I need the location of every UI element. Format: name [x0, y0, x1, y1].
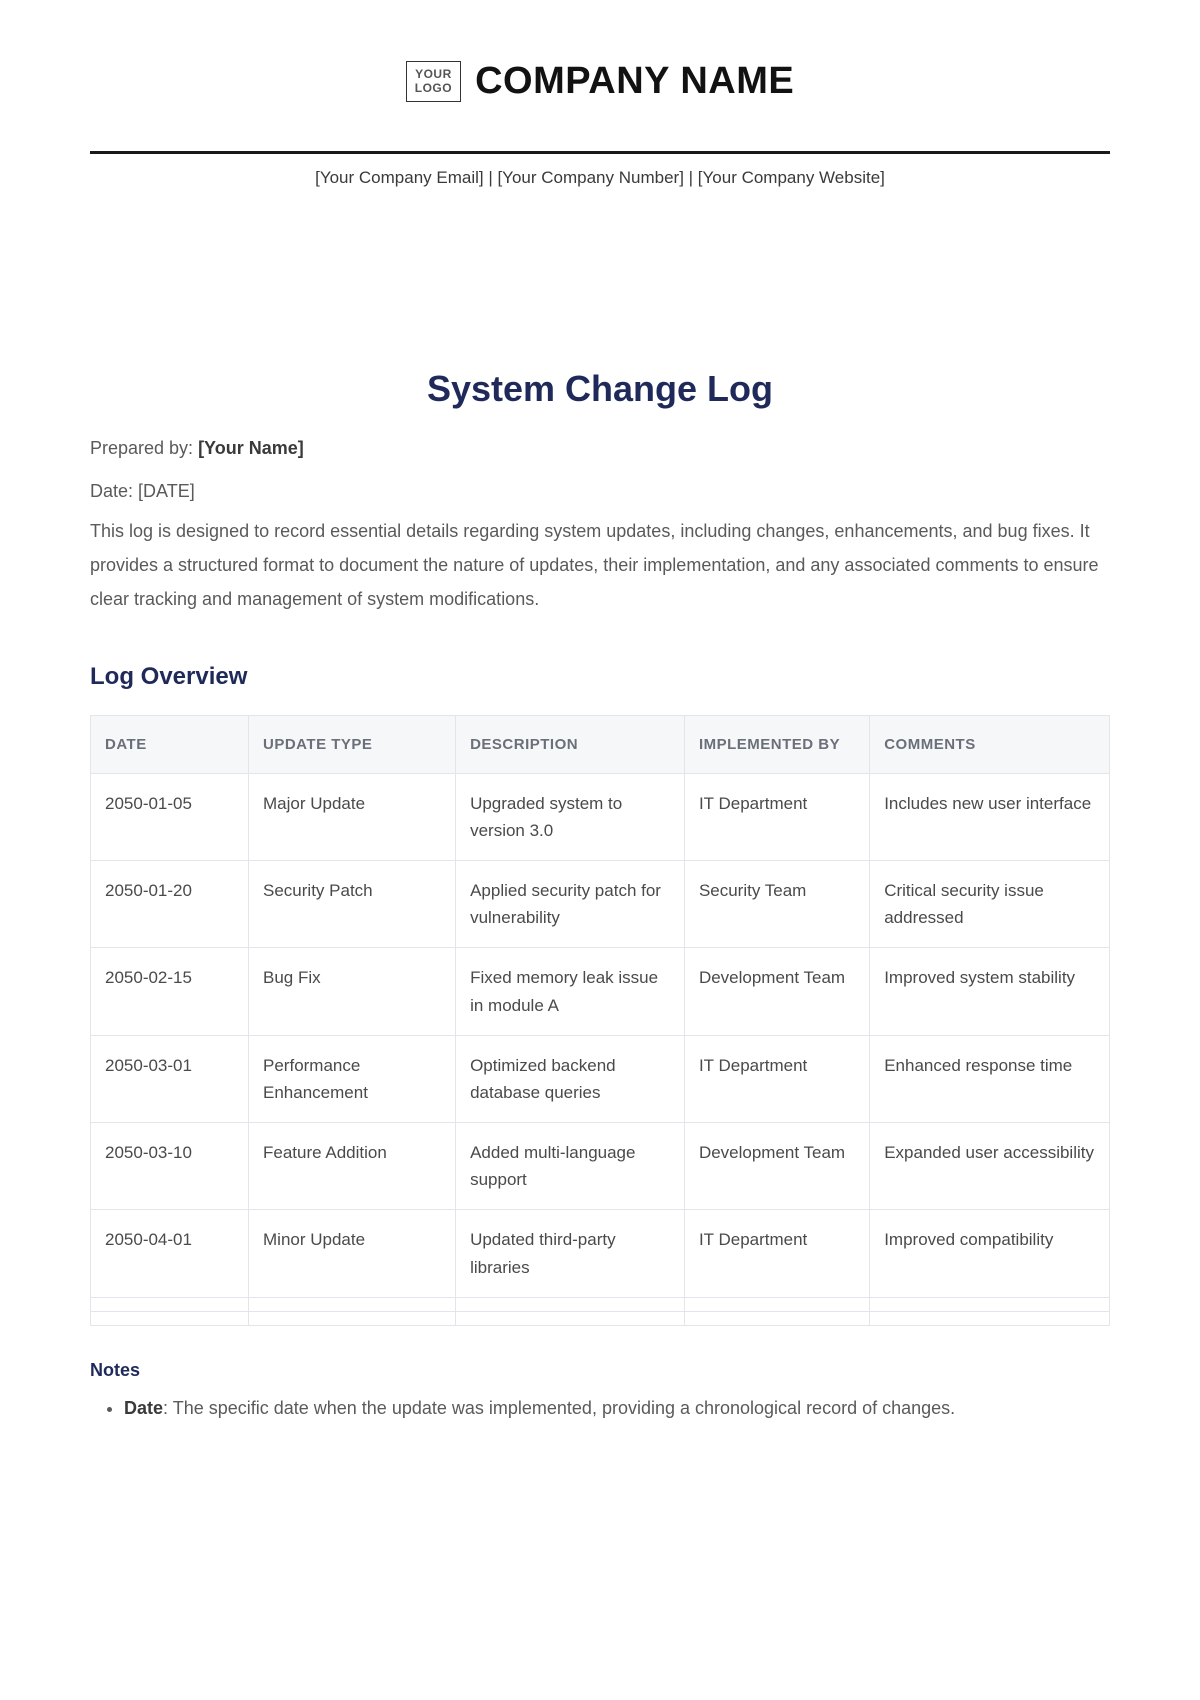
table-cell: Enhanced response time: [870, 1035, 1110, 1122]
table-cell: Development Team: [684, 1123, 869, 1210]
date-line: Date: [DATE]: [90, 481, 1110, 502]
table-cell: Improved system stability: [870, 948, 1110, 1035]
table-row: 2050-04-01Minor UpdateUpdated third-part…: [91, 1210, 1110, 1297]
table-cell: IT Department: [684, 773, 869, 860]
table-cell-empty: [456, 1311, 685, 1325]
prepared-by-label: Prepared by:: [90, 438, 198, 458]
table-cell: Upgraded system to version 3.0: [456, 773, 685, 860]
table-cell: Major Update: [249, 773, 456, 860]
table-cell: 2050-04-01: [91, 1210, 249, 1297]
change-log-table: DATE UPDATE TYPE DESCRIPTION IMPLEMENTED…: [90, 715, 1110, 1326]
table-cell: 2050-03-10: [91, 1123, 249, 1210]
table-row: 2050-03-01Performance EnhancementOptimiz…: [91, 1035, 1110, 1122]
date-value: [DATE]: [138, 481, 195, 501]
table-cell-empty: [870, 1297, 1110, 1311]
table-empty-row: [91, 1297, 1110, 1311]
table-row: 2050-01-20Security PatchApplied security…: [91, 860, 1110, 947]
table-body: 2050-01-05Major UpdateUpgraded system to…: [91, 773, 1110, 1325]
table-cell-empty: [456, 1297, 685, 1311]
col-comments: COMMENTS: [870, 715, 1110, 773]
notes-item: Date: The specific date when the update …: [124, 1391, 1110, 1425]
table-empty-row: [91, 1311, 1110, 1325]
table-cell: Optimized backend database queries: [456, 1035, 685, 1122]
table-row: 2050-01-05Major UpdateUpgraded system to…: [91, 773, 1110, 860]
table-cell-empty: [91, 1311, 249, 1325]
table-cell: Improved compatibility: [870, 1210, 1110, 1297]
letterhead: YOUR LOGO COMPANY NAME: [90, 60, 1110, 103]
table-cell: Updated third-party libraries: [456, 1210, 685, 1297]
notes-text: : The specific date when the update was …: [163, 1398, 955, 1418]
document-title: System Change Log: [90, 368, 1110, 410]
table-cell: 2050-03-01: [91, 1035, 249, 1122]
notes-list: Date: The specific date when the update …: [90, 1391, 1110, 1425]
intro-paragraph: This log is designed to record essential…: [90, 514, 1110, 617]
table-cell: Applied security patch for vulnerability: [456, 860, 685, 947]
table-cell: Development Team: [684, 948, 869, 1035]
table-cell: Feature Addition: [249, 1123, 456, 1210]
table-cell-empty: [91, 1297, 249, 1311]
table-cell: Bug Fix: [249, 948, 456, 1035]
notes-heading: Notes: [90, 1360, 1110, 1381]
page-container: YOUR LOGO COMPANY NAME [Your Company Ema…: [0, 0, 1200, 1465]
table-cell: Security Team: [684, 860, 869, 947]
table-cell: Includes new user interface: [870, 773, 1110, 860]
table-cell-empty: [684, 1297, 869, 1311]
col-implemented: IMPLEMENTED BY: [684, 715, 869, 773]
table-cell: IT Department: [684, 1210, 869, 1297]
prepared-by-value: [Your Name]: [198, 438, 304, 458]
table-cell: Added multi-language support: [456, 1123, 685, 1210]
table-cell: IT Department: [684, 1035, 869, 1122]
prepared-by-line: Prepared by: [Your Name]: [90, 438, 1110, 459]
table-cell-empty: [684, 1311, 869, 1325]
table-cell: Minor Update: [249, 1210, 456, 1297]
table-cell: Performance Enhancement: [249, 1035, 456, 1122]
col-description: DESCRIPTION: [456, 715, 685, 773]
log-overview-heading: Log Overview: [90, 663, 1110, 691]
logo-line-2: LOGO: [415, 82, 452, 95]
table-cell-empty: [249, 1311, 456, 1325]
notes-term: Date: [124, 1398, 163, 1418]
table-cell: 2050-02-15: [91, 948, 249, 1035]
table-cell: 2050-01-05: [91, 773, 249, 860]
table-row: 2050-03-10Feature AdditionAdded multi-la…: [91, 1123, 1110, 1210]
table-header-row: DATE UPDATE TYPE DESCRIPTION IMPLEMENTED…: [91, 715, 1110, 773]
table-header: DATE UPDATE TYPE DESCRIPTION IMPLEMENTED…: [91, 715, 1110, 773]
table-cell: Critical security issue addressed: [870, 860, 1110, 947]
table-cell: Expanded user accessibility: [870, 1123, 1110, 1210]
table-cell-empty: [249, 1297, 456, 1311]
table-cell: Security Patch: [249, 860, 456, 947]
table-row: 2050-02-15Bug FixFixed memory leak issue…: [91, 948, 1110, 1035]
col-update-type: UPDATE TYPE: [249, 715, 456, 773]
table-cell-empty: [870, 1311, 1110, 1325]
table-cell: Fixed memory leak issue in module A: [456, 948, 685, 1035]
header-divider: [90, 151, 1110, 154]
logo-line-1: YOUR: [415, 68, 452, 81]
logo-placeholder: YOUR LOGO: [406, 61, 461, 101]
col-date: DATE: [91, 715, 249, 773]
date-label: Date:: [90, 481, 138, 501]
contact-line: [Your Company Email] | [Your Company Num…: [90, 168, 1110, 188]
company-name: COMPANY NAME: [475, 60, 794, 103]
table-cell: 2050-01-20: [91, 860, 249, 947]
